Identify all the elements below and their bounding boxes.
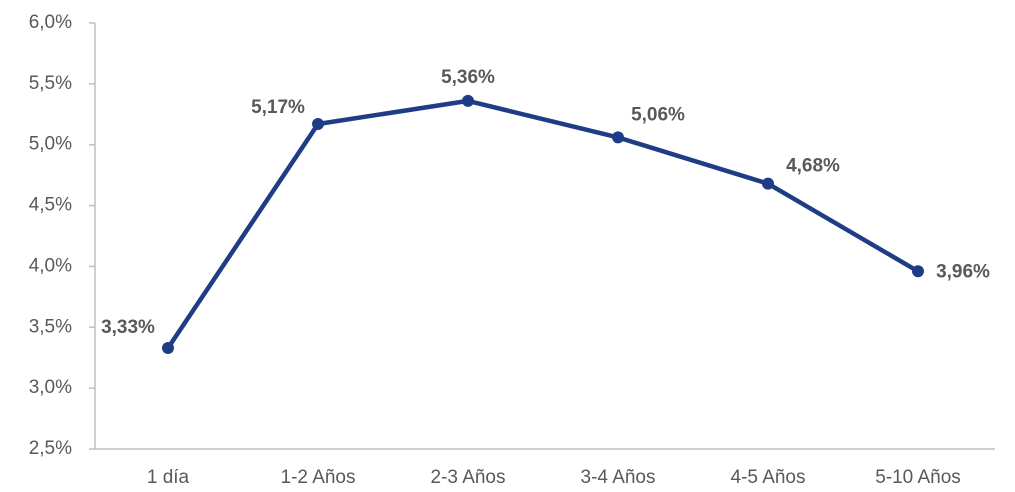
y-tick-label: 6,0%	[29, 12, 72, 33]
point	[162, 341, 174, 354]
value-label: 5,17%	[251, 97, 305, 118]
y-tick-label: 5,5%	[29, 73, 72, 94]
point	[912, 265, 924, 278]
x-tick-label: 1 día	[147, 467, 190, 488]
y-tick-label: 2,5%	[29, 438, 72, 459]
point	[462, 94, 474, 107]
y-tick-label: 3,5%	[29, 316, 72, 337]
x-tick-label: 3-4 Años	[581, 467, 656, 488]
x-tick-label: 4-5 Años	[731, 467, 806, 488]
value-label: 3,33%	[101, 317, 155, 338]
value-label: 4,68%	[786, 156, 840, 177]
value-label: 5,06%	[631, 104, 685, 125]
point	[312, 118, 324, 131]
x-tick-label: 5-10 Años	[875, 467, 961, 488]
x-tick-label: 2-3 Años	[431, 467, 506, 488]
x-tick-label: 1-2 Años	[281, 467, 356, 488]
point	[612, 131, 624, 144]
line	[166, 98, 920, 350]
y-tick-label: 3,0%	[29, 377, 72, 398]
y-tick-label: 4,0%	[29, 255, 72, 276]
point	[762, 177, 774, 190]
y-tick-label: 4,5%	[29, 195, 72, 216]
value-label: 5,36%	[441, 67, 495, 88]
y-tick-label: 5,0%	[29, 134, 72, 155]
value-label: 3,96%	[936, 261, 990, 282]
